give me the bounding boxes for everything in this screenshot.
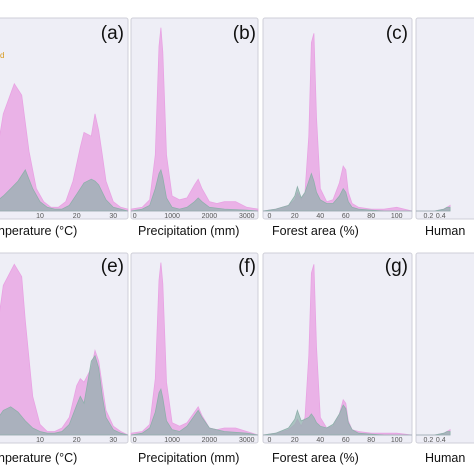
density-area-gray <box>0 169 129 212</box>
x-tick-label: 10 <box>36 437 44 444</box>
x-tick-label: 80 <box>367 213 375 220</box>
x-axis-label: Human <box>425 451 465 465</box>
x-tick-label: 0.2 <box>424 437 434 444</box>
panel-6: 0 1000 2000 3000 (f) Precipitation (mm) <box>130 252 259 465</box>
plot-area <box>262 252 413 444</box>
panels: 10 20 30(a)nperature (°C)0 1000 2000 3000(b)P… <box>0 17 474 465</box>
density-area-pink <box>130 27 259 212</box>
x-axis-label: nperature (°C) <box>0 451 77 465</box>
x-tick-label: 100 <box>391 437 403 444</box>
panel-letter: (f) <box>238 256 256 277</box>
x-tick-label: 3000 <box>239 213 255 220</box>
panel-4: 0.2 0.4 Human <box>415 17 474 238</box>
density-area-gray <box>416 431 451 436</box>
plot-area <box>415 17 474 220</box>
x-tick-label: 0.2 <box>424 213 434 220</box>
legend-fragment: d <box>0 51 4 60</box>
x-tick-label: 40 <box>316 213 324 220</box>
x-tick-label: 2000 <box>202 213 218 220</box>
x-tick-label: 10 <box>36 213 44 220</box>
density-area-gray <box>416 206 451 212</box>
panel-3: 0 20 40 60 80 100 (c) Forest area (%) <box>262 17 413 238</box>
density-area-gray <box>0 354 129 436</box>
plot-area <box>262 17 413 220</box>
panel-letter: (g) <box>385 256 408 277</box>
x-tick-label: 0.4 <box>436 437 446 444</box>
density-area-gray <box>130 168 259 212</box>
x-tick-label: 0 <box>267 213 271 220</box>
panel-letter: (e) <box>101 256 124 277</box>
x-tick-label: 0 <box>133 437 137 444</box>
x-tick-label: 0 <box>133 213 137 220</box>
x-tick-label: 60 <box>342 213 350 220</box>
panel-8: 0.2 0.4 Human <box>415 252 474 465</box>
panel-letter: (c) <box>386 23 408 44</box>
x-tick-label: 0.4 <box>436 213 446 220</box>
x-tick-label: 1000 <box>164 213 180 220</box>
panel-5: 10 20 30 (e) nperature (°C) <box>0 252 129 465</box>
x-tick-label: 0 <box>267 437 271 444</box>
x-tick-label: 30 <box>109 213 117 220</box>
panel-7: 0 20 40 60 80 100 (g) Forest area (%) <box>262 252 413 465</box>
density-area-pink <box>130 262 259 436</box>
x-tick-label: 20 <box>73 213 81 220</box>
x-tick-label: 40 <box>316 437 324 444</box>
x-axis-label: nperature (°C) <box>0 224 77 238</box>
density-area-gray <box>130 388 259 436</box>
panel-1: 10 20 30 (a) nperature (°C) <box>0 17 129 238</box>
x-axis-label: Human <box>425 224 465 238</box>
panel-2: 0 1000 2000 3000 (b) Precipitation (mm) <box>130 17 259 238</box>
x-tick-label: 3000 <box>239 437 255 444</box>
x-tick-label: 20 <box>291 213 299 220</box>
x-axis-label: Precipitation (mm) <box>138 451 239 465</box>
density-area-gray <box>262 404 412 436</box>
x-tick-label: 20 <box>291 437 299 444</box>
x-tick-label: 2000 <box>202 437 218 444</box>
x-tick-label: 20 <box>73 437 81 444</box>
density-area-gray <box>262 172 412 212</box>
panel-letter: (a) <box>101 23 124 44</box>
panel-letter: (b) <box>233 23 256 44</box>
legend-entry-orange: d <box>0 51 4 60</box>
x-tick-label: 100 <box>391 213 403 220</box>
x-axis-label: Forest area (%) <box>272 224 359 238</box>
x-axis-label: Precipitation (mm) <box>138 224 239 238</box>
x-tick-label: 80 <box>367 437 375 444</box>
x-tick-label: 30 <box>109 437 117 444</box>
plot-area <box>415 252 474 444</box>
density-area-pink <box>0 82 129 212</box>
x-tick-label: 60 <box>342 437 350 444</box>
x-tick-label: 1000 <box>164 437 180 444</box>
x-axis-label: Forest area (%) <box>272 451 359 465</box>
